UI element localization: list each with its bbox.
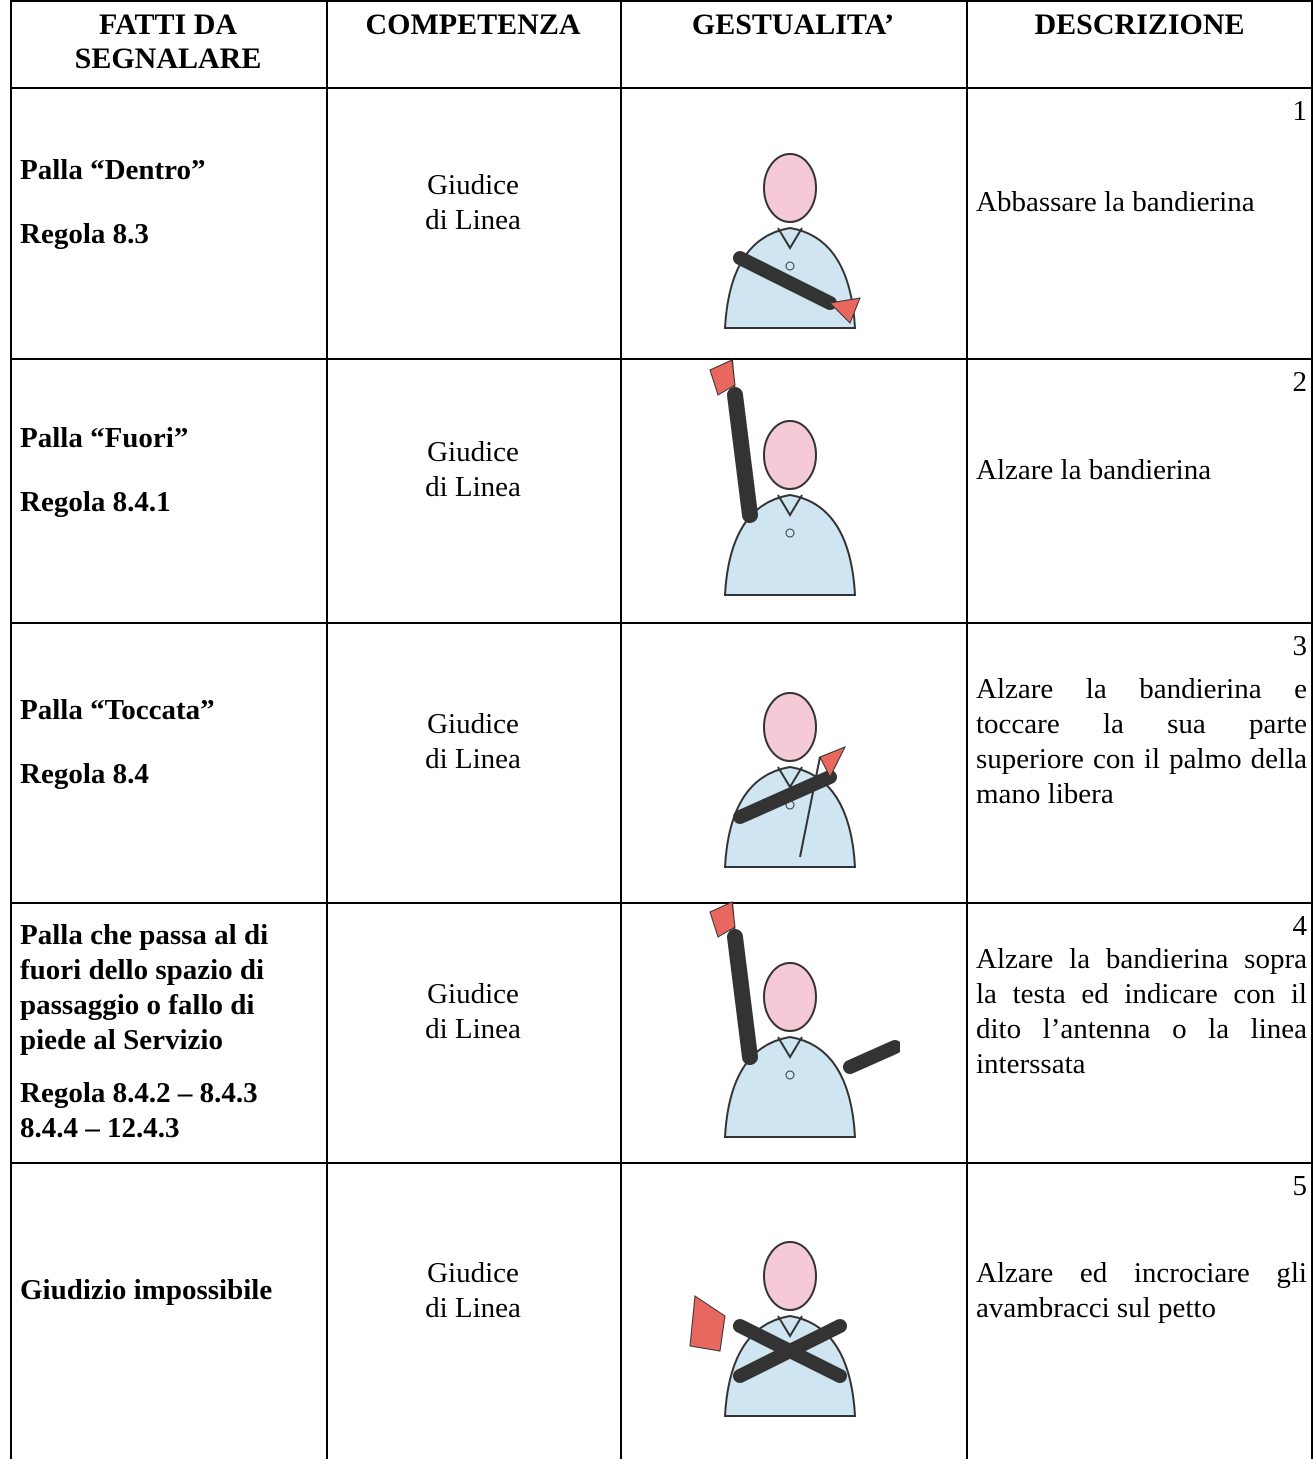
row-rule: [10, 0, 1313, 2]
fact-text: Palla che passa al di fuori dello spazio…: [20, 919, 269, 1057]
column-rule: [10, 0, 12, 1459]
gesture-illustration: [709, 359, 857, 596]
fact-cell: Giudizio impossibile: [20, 1162, 318, 1459]
gesture-illustration: [723, 152, 861, 329]
competence-cell: Giudice di Linea: [326, 622, 620, 902]
row-number: 3: [1292, 630, 1308, 662]
description-cell: Alzare ed incrociare gli avambracci sul …: [976, 1162, 1307, 1459]
row-rule: [10, 902, 1313, 904]
row-number: 4: [1292, 910, 1308, 942]
gesture-illustration: [689, 1240, 857, 1417]
description-text: Alzare la bandierina e toccare la sua pa…: [976, 673, 1307, 810]
competence-text: Giudice di Linea: [425, 708, 521, 775]
description-text: Alzare ed incrociare gli avambracci sul …: [976, 1256, 1307, 1324]
row-rule: [10, 87, 1313, 89]
description-text: Alzare la bandierina sopra la testa ed i…: [976, 943, 1307, 1080]
competence-cell: Giudice di Linea: [326, 358, 620, 622]
description-cell: Alzare la bandierina: [976, 358, 1307, 622]
description-text: Alzare la bandierina: [976, 453, 1212, 486]
description-cell: Abbassare la bandierina: [976, 87, 1307, 358]
competence-cell: Giudice di Linea: [326, 902, 620, 1162]
column-header: DESCRIZIONE: [1034, 8, 1245, 41]
row-rule: [10, 358, 1313, 360]
column-header: COMPETENZA: [365, 8, 581, 41]
fact-text: Palla “Dentro”: [20, 154, 206, 186]
column-rule: [620, 0, 622, 1459]
rule-text: Regola 8.4.1: [20, 485, 171, 518]
row-rule: [10, 622, 1313, 624]
row-number: 1: [1292, 95, 1308, 127]
competence-text: Giudice di Linea: [425, 978, 521, 1045]
fact-cell: Palla “Toccata” Regola 8.4: [20, 622, 318, 902]
fact-cell: Palla “Dentro” Regola 8.3: [20, 87, 318, 358]
column-header: FATTI DA SEGNALARE: [74, 8, 262, 75]
fact-text: Giudizio impossibile: [20, 1274, 273, 1306]
gesture-illustration: [709, 901, 900, 1138]
description-text: Abbassare la bandierina: [976, 186, 1255, 218]
competence-text: Giudice di Linea: [425, 168, 521, 236]
rule-text: Regola 8.4.2 – 8.4.3 8.4.4 – 12.4.3: [20, 1076, 258, 1144]
competence-cell: Giudice di Linea: [326, 87, 620, 358]
competence-cell: Giudice di Linea: [326, 1162, 620, 1459]
fact-cell: Palla che passa al di fuori dello spazio…: [20, 902, 318, 1162]
column-rule: [326, 0, 328, 1459]
column-rule: [966, 0, 968, 1459]
row-rule: [10, 1162, 1313, 1164]
fact-text: Palla “Toccata”: [20, 693, 215, 726]
fact-text: Palla “Fuori”: [20, 421, 189, 454]
row-number: 5: [1292, 1170, 1308, 1202]
column-rule: [1311, 0, 1313, 1459]
description-cell: Alzare la bandierina sopra la testa ed i…: [976, 902, 1307, 1162]
competence-text: Giudice di Linea: [425, 1256, 521, 1324]
column-header: GESTUALITA’: [691, 8, 895, 41]
rule-text: Regola 8.4: [20, 757, 149, 790]
competence-text: Giudice di Linea: [425, 436, 521, 503]
gesture-illustration: [723, 692, 857, 868]
description-cell: Alzare la bandierina e toccare la sua pa…: [976, 622, 1307, 902]
rule-text: Regola 8.3: [20, 218, 149, 250]
row-number: 2: [1292, 366, 1308, 398]
fact-cell: Palla “Fuori” Regola 8.4.1: [20, 358, 318, 622]
